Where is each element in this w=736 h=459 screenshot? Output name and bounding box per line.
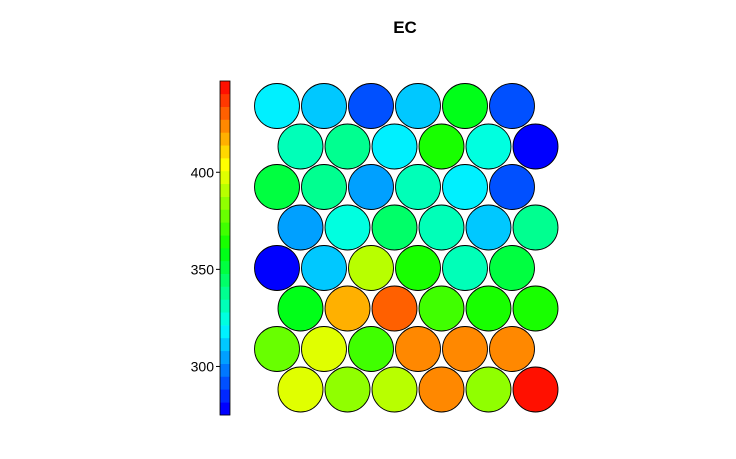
hex-cell — [418, 204, 465, 251]
hex-cell — [348, 245, 394, 291]
colorbar-swatch — [220, 81, 230, 95]
hex-cell — [254, 326, 300, 372]
hex-cell — [512, 123, 559, 170]
colorbar-swatch — [220, 363, 230, 377]
colorbar-swatch — [220, 196, 230, 210]
colorbar-swatch — [220, 158, 230, 172]
hex-cell — [489, 83, 535, 129]
hex-cell — [395, 83, 441, 129]
colorbar-swatch — [220, 325, 230, 339]
hex-cell — [324, 285, 371, 332]
hex-cell — [301, 326, 347, 372]
colorbar-swatch — [220, 235, 230, 249]
colorbar-swatch — [220, 337, 230, 352]
colorbar-swatch — [220, 248, 230, 262]
hex-cell — [489, 326, 535, 372]
hex-cell — [371, 285, 418, 332]
hex-cell — [277, 123, 324, 170]
hex-cell — [512, 366, 559, 413]
hex-cell — [277, 204, 324, 251]
hex-cell — [395, 164, 441, 210]
hex-cell — [277, 366, 324, 413]
chart-title: EC — [393, 18, 417, 37]
colorbar-swatch — [220, 376, 230, 390]
hex-cell — [442, 245, 488, 291]
colorbar-swatch — [220, 299, 230, 313]
hex-cell — [324, 204, 371, 251]
hex-cell — [489, 164, 535, 210]
hex-cell — [512, 285, 559, 332]
colorbar-swatch — [220, 170, 230, 185]
hex-cell — [442, 326, 488, 372]
hex-cell — [418, 285, 465, 332]
colorbar-swatch — [220, 145, 230, 159]
hex-cell — [254, 164, 300, 210]
hex-cell — [465, 123, 512, 170]
hex-cell — [465, 366, 512, 413]
hex-cell — [465, 204, 512, 251]
hex-cell — [324, 366, 371, 413]
hex-cell — [301, 83, 347, 129]
hex-cell — [348, 164, 394, 210]
colorbar-swatch — [220, 312, 230, 326]
colorbar-swatch — [220, 286, 230, 300]
colorbar-swatch — [220, 222, 230, 236]
hex-cell — [301, 164, 347, 210]
hex-cell — [348, 326, 394, 372]
hex-cell — [277, 285, 324, 332]
colorbar-swatch — [220, 350, 230, 364]
hex-cell — [442, 83, 488, 129]
hex-cell — [512, 204, 559, 251]
colorbar-frame — [219, 80, 231, 416]
colorbar-swatch — [220, 389, 230, 403]
colorbar-swatch — [220, 119, 230, 133]
hex-grid — [254, 83, 559, 413]
colorbar-swatch — [220, 402, 230, 416]
hex-cell — [395, 326, 441, 372]
hex-cell — [254, 245, 300, 291]
hex-cell — [371, 123, 418, 170]
hex-cell — [254, 83, 300, 129]
hex-cell — [395, 245, 441, 291]
colorbar-swatch — [220, 132, 230, 146]
colorbar-swatch — [220, 183, 230, 197]
colorbar-swatch — [220, 93, 230, 107]
colorbar-tick-label: 350 — [191, 261, 215, 277]
hex-cell — [418, 123, 465, 170]
hex-cell — [489, 245, 535, 291]
hex-cell — [465, 285, 512, 332]
hex-cell — [371, 204, 418, 251]
colorbar-swatch — [220, 260, 230, 274]
colorbar: 300 350 400 — [191, 80, 231, 416]
hex-cell — [442, 164, 488, 210]
hex-cell — [301, 245, 347, 291]
hex-cell — [418, 366, 465, 413]
hex-cell — [324, 123, 371, 170]
hex-cell — [371, 366, 418, 413]
colorbar-tick-label: 300 — [191, 358, 215, 374]
colorbar-swatch — [220, 106, 230, 120]
hex-cell — [348, 83, 394, 129]
colorbar-swatch — [220, 209, 230, 223]
colorbar-tick-label: 400 — [191, 164, 215, 180]
colorbar-swatch — [220, 273, 230, 287]
